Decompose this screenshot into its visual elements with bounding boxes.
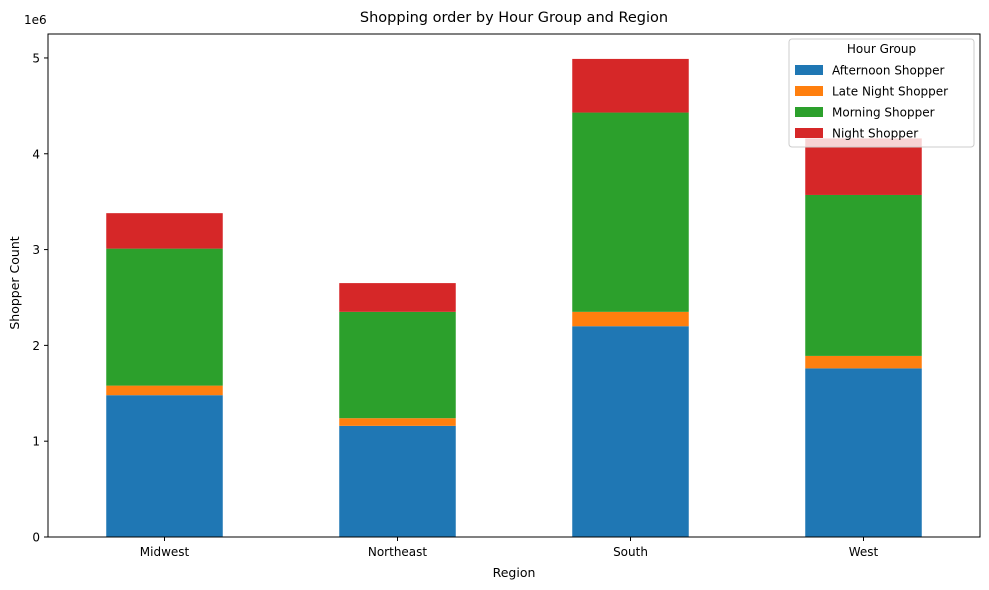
plot-frame bbox=[47, 33, 981, 538]
bars-group bbox=[106, 58, 922, 537]
legend-entry: Afternoon Shopper bbox=[832, 64, 944, 78]
bar-west-afternoon-shopper bbox=[805, 368, 922, 537]
legend-swatch bbox=[795, 65, 823, 75]
legend-entry: Late Night Shopper bbox=[832, 85, 948, 99]
bar-midwest-late-night-shopper bbox=[106, 385, 223, 396]
bar-northeast-late-night-shopper bbox=[339, 418, 456, 426]
bar-northeast-afternoon-shopper bbox=[339, 425, 456, 537]
x-tick-label: West bbox=[849, 545, 879, 559]
bar-west-late-night-shopper bbox=[805, 355, 922, 369]
bar-south-afternoon-shopper bbox=[572, 326, 689, 537]
legend-entry: Morning Shopper bbox=[832, 106, 935, 120]
y-tick-label: 2 bbox=[32, 339, 40, 353]
chart-title: Shopping order by Hour Group and Region bbox=[360, 10, 668, 26]
bar-northeast-night-shopper bbox=[339, 283, 456, 312]
bar-west-night-shopper bbox=[805, 138, 922, 195]
bar-midwest-morning-shopper bbox=[106, 248, 223, 386]
y-tick-label: 3 bbox=[32, 243, 40, 257]
legend-swatch bbox=[795, 86, 823, 96]
legend-entry: Night Shopper bbox=[832, 127, 918, 141]
y-tick-label: 4 bbox=[32, 147, 40, 161]
bar-midwest-night-shopper bbox=[106, 213, 223, 249]
x-tick-label: Northeast bbox=[368, 545, 428, 559]
x-tick-label: South bbox=[613, 545, 648, 559]
legend-swatch bbox=[795, 107, 823, 117]
x-axis-label: Region bbox=[493, 565, 536, 580]
legend-title: Hour Group bbox=[847, 42, 916, 56]
legend-box bbox=[788, 38, 975, 148]
y-axis-label: Shopper Count bbox=[7, 236, 22, 329]
bar-midwest-afternoon-shopper bbox=[106, 395, 223, 537]
bar-northeast-morning-shopper bbox=[339, 311, 456, 419]
bar-south-late-night-shopper bbox=[572, 311, 689, 327]
legend-swatch bbox=[795, 128, 823, 138]
y-tick-label: 1 bbox=[32, 435, 40, 449]
y-tick-label: 5 bbox=[32, 51, 40, 65]
axes-group: 0 1 2 3 4 5 Midwest Northeast South West bbox=[32, 33, 981, 559]
legend: Hour Group Afternoon Shopper Late Night Sh… bbox=[788, 38, 975, 148]
y-tick-label: 0 bbox=[32, 531, 40, 545]
bar-west-morning-shopper bbox=[805, 194, 922, 356]
x-tick-label: Midwest bbox=[140, 545, 190, 559]
bar-south-morning-shopper bbox=[572, 112, 689, 312]
bar-south-night-shopper bbox=[572, 58, 689, 113]
y-multiplier-label: 1e6 bbox=[24, 13, 47, 27]
